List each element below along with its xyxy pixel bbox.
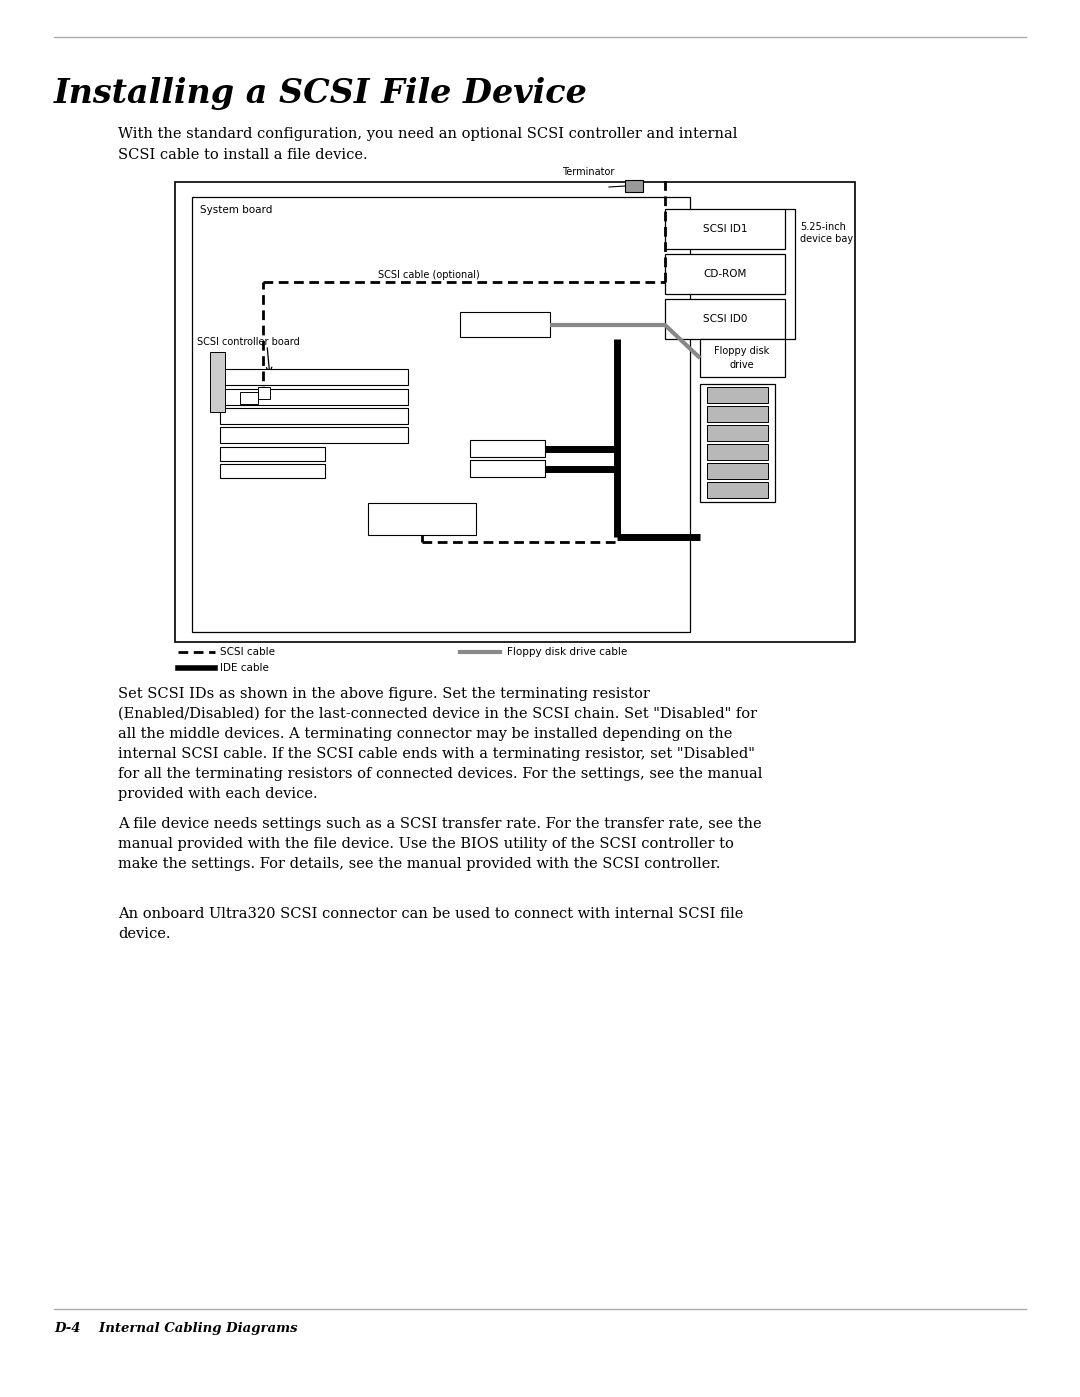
Bar (220, 447, 325, 461)
Bar (700, 384, 775, 502)
Text: ID0: ID0 (730, 486, 745, 495)
Text: SCSI ID1: SCSI ID1 (703, 224, 747, 235)
Text: SCSI cable: SCSI cable (220, 647, 275, 657)
Bar (240, 393, 258, 404)
Text: IDE: IDE (499, 443, 516, 454)
Text: Installing a SCSI File Device: Installing a SCSI File Device (54, 77, 588, 110)
Bar (220, 369, 408, 386)
Text: Floppy disk drive cable: Floppy disk drive cable (507, 647, 627, 657)
Bar (470, 460, 545, 476)
Bar (220, 427, 408, 443)
Text: device bay: device bay (800, 235, 853, 244)
Bar (220, 388, 408, 405)
Bar (707, 425, 768, 441)
Text: PCI #2: PCI #2 (299, 393, 329, 401)
Text: System board: System board (200, 205, 272, 215)
Text: Terminator: Terminator (562, 168, 615, 177)
Bar (625, 180, 643, 191)
Text: ID2: ID2 (730, 447, 745, 457)
Text: Set SCSI IDs as shown in the above figure. Set the terminating resistor
(Enabled: Set SCSI IDs as shown in the above figur… (118, 687, 762, 802)
Text: A file device needs settings such as a SCSI transfer rate. For the transfer rate: A file device needs settings such as a S… (118, 817, 761, 872)
Bar (665, 210, 785, 249)
Bar (707, 387, 768, 402)
Text: SCSI: SCSI (410, 514, 434, 524)
Text: PCI #5: PCI #5 (257, 450, 287, 458)
Text: IDE: IDE (499, 464, 516, 474)
Text: D-4    Internal Cabling Diagrams: D-4 Internal Cabling Diagrams (54, 1322, 298, 1336)
Text: ID5: ID5 (730, 391, 745, 400)
Text: PCI #6: PCI #6 (257, 467, 287, 475)
Bar (707, 407, 768, 422)
Bar (210, 352, 225, 412)
Bar (368, 503, 476, 535)
Text: ID3: ID3 (730, 429, 745, 437)
Text: An onboard Ultra320 SCSI connector can be used to connect with internal SCSI fil: An onboard Ultra320 SCSI connector can b… (118, 907, 743, 942)
Text: 5.25-inch: 5.25-inch (800, 222, 846, 232)
Bar (175, 182, 855, 643)
Bar (665, 299, 785, 339)
Text: SCSI cable (optional): SCSI cable (optional) (378, 270, 480, 279)
Text: ID4: ID4 (730, 409, 745, 419)
Bar (220, 464, 325, 478)
Bar (470, 440, 545, 457)
Text: IDE cable: IDE cable (220, 664, 269, 673)
Text: Floppy disk
drive: Floppy disk drive (714, 346, 770, 370)
Text: SCSI controller board: SCSI controller board (197, 337, 300, 346)
Bar (192, 197, 690, 631)
Bar (707, 462, 768, 479)
Bar (665, 254, 785, 293)
Text: SCSI ID0: SCSI ID0 (703, 314, 747, 324)
Text: ID1: ID1 (730, 467, 745, 475)
Bar (700, 339, 785, 377)
Text: PCI #3: PCI #3 (299, 412, 329, 420)
Text: With the standard configuration, you need an optional SCSI controller and intern: With the standard configuration, you nee… (118, 127, 738, 162)
Text: PCI #1: PCI #1 (299, 373, 329, 381)
Bar (707, 482, 768, 497)
Bar (258, 387, 270, 400)
Bar (707, 444, 768, 460)
Text: PCI #4: PCI #4 (299, 430, 329, 440)
Bar (220, 408, 408, 425)
Text: Floppy disk: Floppy disk (477, 320, 532, 330)
Bar (460, 312, 550, 337)
Text: CD-ROM: CD-ROM (703, 270, 746, 279)
